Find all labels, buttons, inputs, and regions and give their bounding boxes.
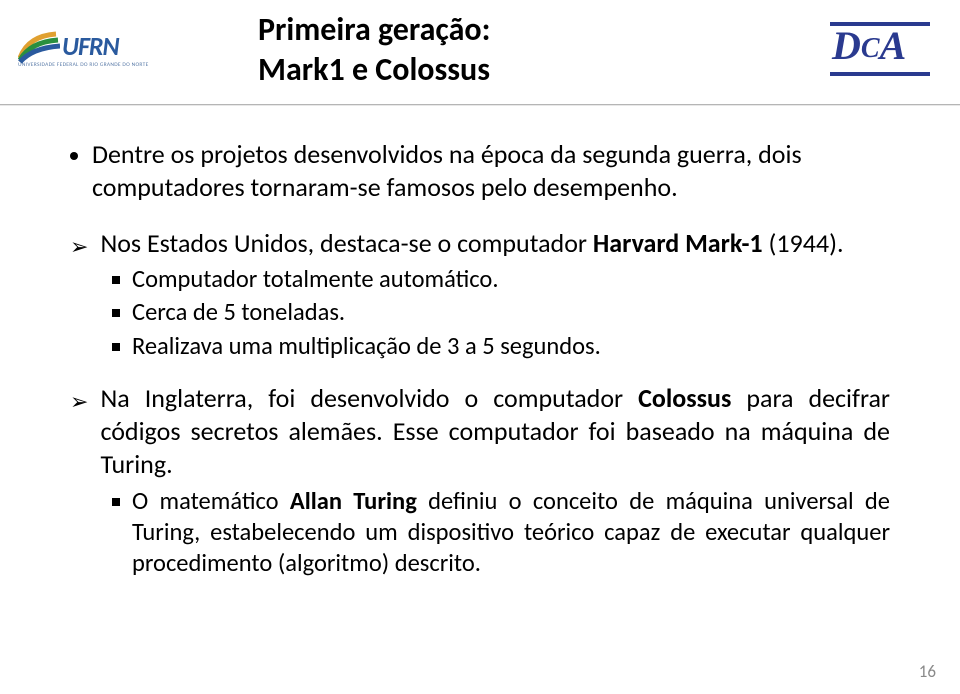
point-1-text: Nos Estados Unidos, destaca-se o computa… <box>100 227 843 260</box>
square-bullet-icon <box>112 498 120 506</box>
page-number: 16 <box>919 661 936 682</box>
bullet-dot-icon <box>70 152 78 160</box>
point-2-prefix: Na Inglaterra, foi desenvolvido o comput… <box>100 382 638 414</box>
sub-2a-prefix: O matemático <box>132 486 290 516</box>
point-2-sublist: O matemático Allan Turing definiu o conc… <box>112 486 890 580</box>
title-line-2: Mark1 e Colossus <box>258 50 490 90</box>
slide-title: Primeira geração: Mark1 e Colossus <box>258 10 490 90</box>
title-line-1: Primeira geração: <box>258 10 490 50</box>
sub-item: Cerca de 5 toneladas. <box>112 297 890 328</box>
arrow-icon: ➢ <box>70 388 88 415</box>
slide-header: UFRN UNIVERSIDADE FEDERAL DO RIO GRANDE … <box>0 0 960 120</box>
ufrn-logo: UFRN UNIVERSIDADE FEDERAL DO RIO GRANDE … <box>18 28 193 84</box>
sub-1c: Realizava uma multiplicação de 3 a 5 seg… <box>132 331 601 362</box>
ufrn-logo-text: UFRN <box>62 30 119 62</box>
point-1: ➢ Nos Estados Unidos, destaca-se o compu… <box>70 227 890 260</box>
dca-logo: DCA <box>830 22 930 82</box>
square-bullet-icon <box>112 343 120 351</box>
header-divider <box>0 104 960 105</box>
intro-text: Dentre os projetos desenvolvidos na époc… <box>92 138 890 205</box>
sub-1a: Computador totalmente automático. <box>132 264 499 295</box>
sub-item: O matemático Allan Turing definiu o conc… <box>112 486 890 580</box>
sub-1b: Cerca de 5 toneladas. <box>132 297 345 328</box>
point-1-sublist: Computador totalmente automático. Cerca … <box>112 264 890 362</box>
point-2-bold: Colossus <box>638 382 731 414</box>
slide-content: Dentre os projetos desenvolvidos na époc… <box>70 138 890 600</box>
point-1-prefix: Nos Estados Unidos, destaca-se o computa… <box>100 227 592 259</box>
point-1-bold: Harvard Mark-1 <box>593 227 763 259</box>
intro-bullet: Dentre os projetos desenvolvidos na époc… <box>70 138 890 205</box>
sub-2a-bold: Allan Turing <box>290 486 417 516</box>
point-2-text: Na Inglaterra, foi desenvolvido o comput… <box>100 382 890 482</box>
sub-item: Realizava uma multiplicação de 3 a 5 seg… <box>112 331 890 362</box>
square-bullet-icon <box>112 309 120 317</box>
sub-2a: O matemático Allan Turing definiu o conc… <box>132 486 890 580</box>
sub-item: Computador totalmente automático. <box>112 264 890 295</box>
square-bullet-icon <box>112 276 120 284</box>
point-1-suffix: (1944). <box>763 227 844 259</box>
point-2: ➢ Na Inglaterra, foi desenvolvido o comp… <box>70 382 890 482</box>
ufrn-swoosh-icon <box>18 28 60 64</box>
arrow-icon: ➢ <box>70 233 88 260</box>
